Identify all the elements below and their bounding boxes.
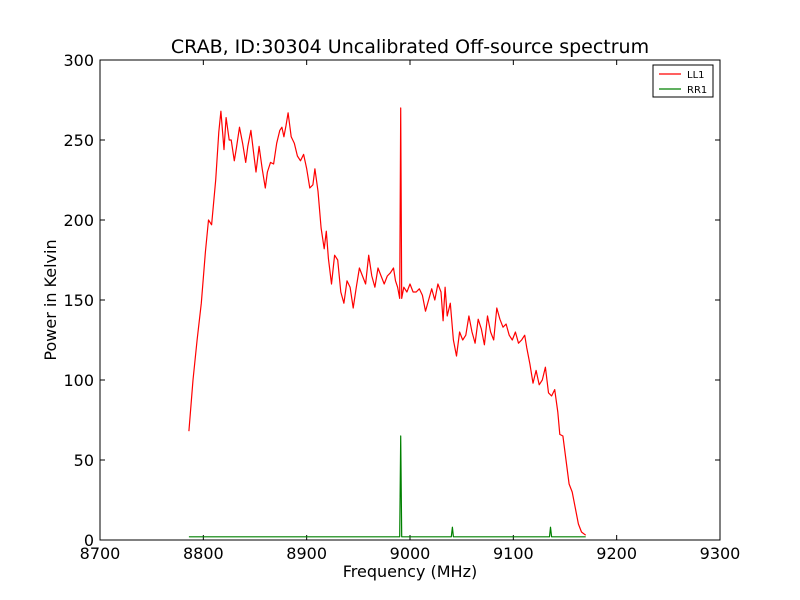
series-layer [188,107,587,538]
x-axis: 8700 8800 8900 9000 9100 9200 9300 [80,60,741,563]
x-axis-label: Frequency (MHz) [343,562,477,581]
y-tick-label: 150 [63,291,94,310]
x-tick-label: 9000 [390,544,431,563]
x-tick-label: 8700 [80,544,121,563]
x-tick-label: 9100 [493,544,534,563]
y-tick-label: 300 [63,51,94,70]
legend-label-rr1: RR1 [687,85,707,96]
chart-title: CRAB, ID:30304 Uncalibrated Off-source s… [171,36,649,58]
x-tick-label: 8800 [183,544,224,563]
legend-label-ll1: LL1 [687,70,705,81]
x-tick-label: 8900 [286,544,327,563]
legend-box [652,64,714,98]
y-axis-label: Power in Kelvin [41,239,60,360]
y-axis: 0 50 100 150 200 250 300 [63,51,720,550]
plot-area [99,59,721,541]
y-tick-label: 100 [63,371,94,390]
series-line-rr1 [188,435,586,538]
series-line-ll1 [188,107,587,536]
y-tick-label: 50 [74,451,94,470]
y-tick-label: 0 [84,531,94,550]
y-tick-label: 200 [63,211,94,230]
y-tick-label: 250 [63,131,94,150]
x-tick-label: 9200 [596,544,637,563]
legend: LL1 RR1 [652,64,714,98]
x-tick-label: 9300 [700,544,741,563]
